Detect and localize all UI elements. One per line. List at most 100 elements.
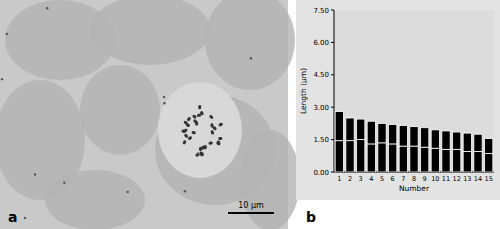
speck	[34, 173, 36, 175]
chromosome	[210, 130, 215, 135]
bar-segment	[442, 149, 450, 172]
y-tick-label: 0.00	[313, 169, 329, 177]
y-tick	[331, 107, 334, 108]
bar-segment	[335, 141, 343, 172]
y-tick-label: 3.00	[313, 104, 329, 112]
chromosome	[192, 114, 197, 119]
bar-segment	[346, 141, 354, 172]
scale-bar	[228, 212, 274, 214]
x-tick-label: 9	[423, 175, 427, 183]
bar-segment	[485, 139, 493, 154]
x-axis-label: Number	[399, 184, 430, 193]
bar-segment	[410, 127, 418, 146]
figure: 10 µma0.001.503.004.506.007.501234567891…	[0, 0, 500, 229]
bar-segment	[474, 134, 482, 151]
bar-segment	[399, 146, 407, 172]
x-tick-label: 4	[369, 175, 373, 183]
y-tick-label: 4.50	[313, 71, 329, 79]
speck	[184, 190, 186, 192]
chromosome	[210, 123, 214, 128]
bar-segment	[357, 119, 365, 140]
x-tick-label: 5	[380, 175, 384, 183]
chromosome	[198, 105, 202, 110]
bar-segment	[485, 154, 493, 172]
panel-label: a	[8, 209, 17, 225]
chromosome	[187, 135, 192, 140]
bar-segment	[346, 118, 354, 141]
x-tick-label: 15	[485, 175, 493, 183]
x-tick-label: 13	[463, 175, 471, 183]
speck	[63, 182, 65, 184]
x-tick-label: 11	[442, 175, 450, 183]
chromosome	[183, 133, 188, 138]
x-tick-label: 6	[391, 175, 395, 183]
y-tick	[331, 139, 334, 140]
bar-segment	[367, 121, 375, 144]
bar-segment	[367, 144, 375, 172]
chromosome	[216, 141, 221, 146]
x-tick-label: 8	[412, 175, 416, 183]
cell	[90, 0, 210, 65]
chromosome	[183, 128, 188, 133]
bar-segment	[463, 151, 471, 172]
chromosome	[193, 119, 198, 124]
chromosome	[191, 131, 196, 135]
chromosome	[195, 152, 200, 157]
scale-bar-label: 10 µm	[238, 201, 264, 210]
cell	[205, 0, 295, 90]
bar-segment	[453, 132, 461, 149]
x-tick-label: 14	[474, 175, 482, 183]
panel-label: b	[306, 209, 316, 225]
chromosome	[199, 152, 204, 157]
cell	[158, 82, 242, 178]
bar-segment	[378, 143, 386, 172]
y-tick-label: 1.50	[313, 136, 329, 144]
y-tick	[331, 74, 334, 75]
chart-bg	[296, 0, 500, 200]
bar-segment	[335, 112, 343, 141]
x-tick-label: 10	[431, 175, 439, 183]
speck	[197, 152, 199, 154]
speck	[163, 102, 165, 104]
x-tick-label: 2	[348, 175, 352, 183]
bar-segment	[357, 140, 365, 172]
chart-panel: 0.001.503.004.506.007.501234567891011121…	[296, 0, 500, 200]
cell	[240, 130, 300, 229]
chromosome	[200, 145, 205, 150]
x-tick-label: 3	[359, 175, 363, 183]
y-axis-label: Length (μm)	[299, 68, 308, 114]
speck	[6, 33, 8, 35]
chromosome	[185, 123, 190, 128]
y-axis	[334, 10, 335, 172]
bar-segment	[421, 147, 429, 172]
chromosome	[218, 137, 223, 141]
cell	[80, 65, 160, 155]
bar-segment	[431, 130, 439, 148]
bar-segment	[474, 151, 482, 172]
bar-segment	[431, 148, 439, 172]
y-tick	[331, 42, 334, 43]
chromosome	[209, 114, 214, 119]
speck	[1, 78, 3, 80]
chromosome	[197, 113, 202, 117]
bar-segment	[378, 123, 386, 142]
x-tick-label: 7	[401, 175, 405, 183]
plot-area	[334, 10, 494, 172]
x-tick-label: 12	[453, 175, 461, 183]
y-tick-label: 6.00	[313, 39, 329, 47]
bar-segment	[399, 126, 407, 147]
y-tick	[331, 10, 334, 11]
speck	[127, 191, 129, 193]
chromosome	[208, 141, 213, 145]
x-tick-label: 1	[337, 175, 341, 183]
chromosome	[182, 140, 187, 145]
chromosome	[216, 140, 220, 145]
y-tick	[331, 172, 334, 173]
chromosome	[218, 122, 223, 127]
speck	[46, 7, 48, 9]
bar-segment	[389, 124, 397, 143]
chromosome	[186, 116, 191, 121]
cell	[45, 170, 145, 229]
micrograph-panel: 10 µm a	[0, 0, 300, 229]
bar-segment	[463, 133, 471, 151]
